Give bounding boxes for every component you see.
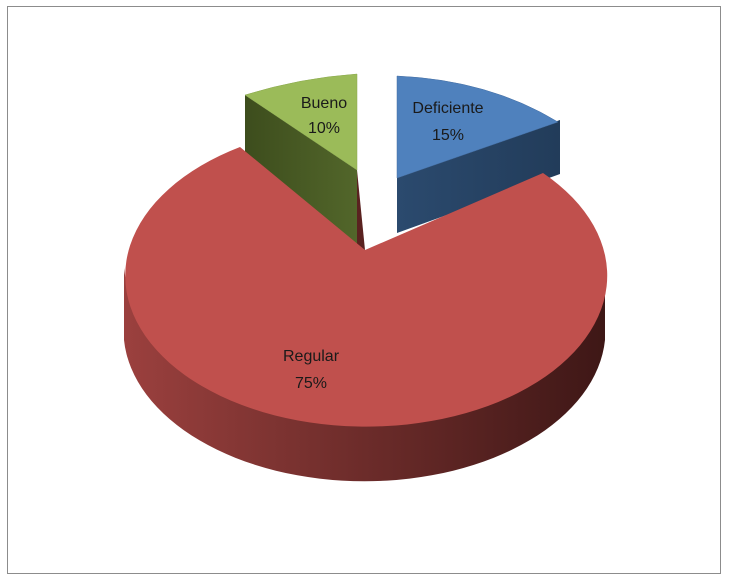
pie-slice-regular-rim bbox=[124, 268, 605, 482]
pie-slice-bueno bbox=[244, 73, 358, 171]
pie-chart: Bueno 10% Deficiente 15% Regular 75% bbox=[124, 73, 608, 482]
slice-label-bueno-name: Bueno bbox=[301, 95, 347, 112]
pie-slice-regular bbox=[125, 147, 608, 427]
slice-label-regular-value: 75% bbox=[295, 375, 327, 392]
pie-slice-bueno-side bbox=[245, 95, 357, 245]
slice-label-regular-name: Regular bbox=[283, 348, 340, 365]
slice-label-deficiente-value: 15% bbox=[432, 127, 464, 144]
slice-label-bueno-value: 10% bbox=[308, 120, 340, 137]
slice-label-deficiente-name: Deficiente bbox=[412, 100, 483, 117]
pie-slice-deficiente-side bbox=[397, 120, 560, 233]
pie-slice-deficiente-side-right bbox=[558, 120, 560, 174]
pie-slice-deficiente bbox=[396, 75, 559, 179]
pie-slice-regular-inner-wall bbox=[357, 170, 365, 250]
